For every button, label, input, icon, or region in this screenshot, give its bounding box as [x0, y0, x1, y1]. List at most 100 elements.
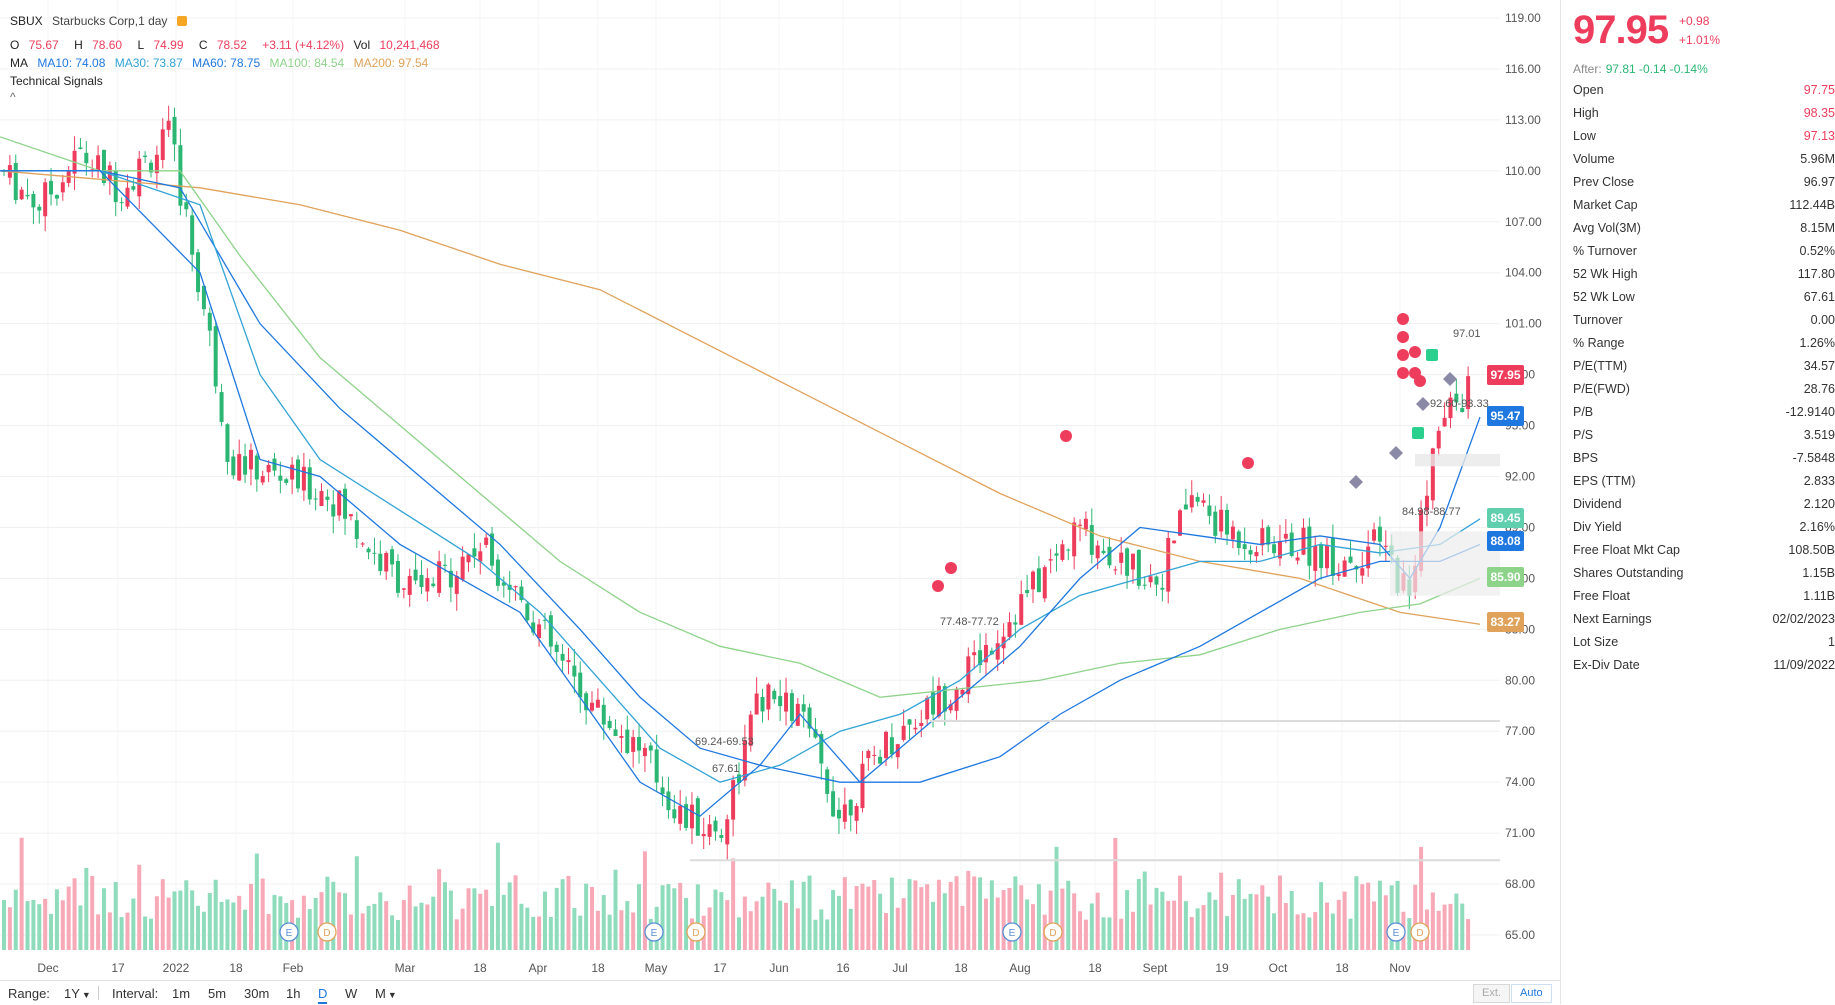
volume-bar — [983, 898, 988, 950]
interval-m-label[interactable]: M — [375, 986, 386, 1001]
candle-body — [1095, 545, 1100, 559]
volume-bar — [390, 915, 395, 950]
x-tick-label: Dec — [37, 961, 58, 975]
volume-bar — [872, 879, 877, 950]
volume-bar — [78, 905, 83, 950]
candle-body — [395, 560, 400, 593]
volume-bar — [1301, 913, 1306, 950]
candle-body — [1066, 549, 1071, 551]
volume-bar — [213, 879, 218, 950]
interval-d[interactable]: D — [318, 986, 328, 1004]
volume-bar — [1136, 878, 1141, 950]
candle-body — [207, 312, 212, 331]
candle-body — [1442, 417, 1447, 427]
candle-body — [1036, 568, 1041, 593]
volume-bar — [307, 909, 312, 950]
candle-body — [707, 824, 712, 837]
volume-bar — [619, 910, 624, 950]
candle-body — [231, 456, 236, 476]
candle-body — [25, 194, 30, 197]
candle-body — [1436, 430, 1441, 449]
ma-label: MA — [10, 56, 28, 70]
candle-body — [1383, 545, 1388, 547]
volume-bar — [1183, 901, 1188, 950]
y-tick-label: 113.00 — [1505, 113, 1541, 127]
candle-body — [172, 116, 177, 145]
interval-m[interactable]: M ▼ — [375, 986, 397, 1001]
after-value: 97.81 -0.14 -0.14% — [1605, 62, 1708, 76]
y-tick-label: 116.00 — [1505, 62, 1541, 76]
volume-bar — [919, 887, 924, 950]
candle-body — [1107, 546, 1112, 566]
range-value[interactable]: 1Y — [64, 986, 80, 1001]
volume-bar — [466, 888, 471, 950]
volume-bar — [1260, 885, 1265, 950]
last-price: 97.95 — [1573, 8, 1669, 52]
candle-body — [1424, 495, 1429, 511]
earnings-marker-label: E — [1009, 928, 1016, 939]
interval-5m[interactable]: 5m — [208, 986, 227, 1001]
volume-bar — [319, 892, 324, 950]
interval-30m[interactable]: 30m — [244, 986, 270, 1001]
volume-bar — [772, 888, 777, 950]
volume-bar — [43, 898, 48, 950]
candle-body — [1113, 569, 1118, 571]
candle-body — [672, 809, 677, 819]
volume-bar — [1248, 893, 1253, 950]
volume-bar — [542, 891, 547, 950]
volume-bar — [601, 895, 606, 950]
candle-body — [1283, 533, 1288, 539]
volume-bar — [731, 858, 736, 950]
y-tick-label: 101.00 — [1505, 317, 1542, 331]
stat-label: Free Float Mkt Cap — [1573, 543, 1680, 557]
candle-body — [37, 206, 42, 211]
volume-bar — [178, 890, 183, 950]
volume-bar — [490, 905, 495, 950]
candle-body — [925, 697, 930, 720]
chart-area[interactable]: 119.00 116.00 113.00 110.00 107.00 104.00 101.… — [0, 0, 1560, 1004]
stat-label: Volume — [1573, 152, 1615, 166]
stat-label: Market Cap — [1573, 198, 1638, 212]
volume-bar — [1230, 894, 1235, 950]
candle-body — [519, 586, 524, 601]
volume-bar — [25, 901, 30, 950]
interval-1h[interactable]: 1h — [286, 986, 301, 1001]
technical-signals-toggle[interactable]: Technical Signals — [10, 74, 109, 88]
range-label: Range: — [8, 986, 50, 1001]
candle-body — [666, 791, 671, 811]
volume-bar — [531, 916, 536, 950]
candle-body — [642, 747, 647, 757]
technical-signals-label[interactable]: Technical Signals — [10, 74, 103, 88]
volume-bar — [507, 882, 512, 950]
volume-bar — [966, 870, 971, 950]
candle-body — [296, 459, 300, 489]
collapse-caret[interactable]: ^ — [10, 90, 16, 104]
info-icon[interactable] — [176, 16, 187, 26]
collapse-caret-icon[interactable]: ^ — [10, 90, 22, 104]
candle-body — [1154, 576, 1159, 585]
candle-body — [860, 763, 865, 809]
interval-1m[interactable]: 1m — [172, 986, 191, 1001]
signal-dot — [1409, 346, 1421, 358]
ext-toggle[interactable]: Ext. — [1473, 984, 1510, 1003]
annotation-label: 92.60-93.33 — [1430, 398, 1489, 410]
volume-bar — [266, 914, 271, 950]
candle-body — [448, 570, 453, 588]
price-tag-label: 89.45 — [1490, 511, 1520, 525]
candle-body — [313, 498, 318, 500]
volume-bar — [1466, 919, 1471, 950]
interval-w[interactable]: W — [345, 986, 358, 1001]
candle-body — [619, 736, 624, 738]
range-select[interactable]: 1Y ▼ — [64, 986, 91, 1001]
stat-row: 52 Wk Low 67.61 — [1573, 290, 1835, 308]
candle-body — [1142, 584, 1147, 586]
auto-toggle[interactable]: Auto — [1511, 984, 1552, 1003]
symbol: SBUX — [10, 14, 43, 28]
volume-bar — [437, 869, 442, 950]
stat-label: BPS — [1573, 451, 1599, 465]
close-value: 78.52 — [216, 38, 247, 52]
candle-body — [196, 252, 201, 293]
volume-bar — [1389, 885, 1394, 950]
price-chart[interactable]: 119.00 116.00 113.00 110.00 107.00 104.00 101.… — [0, 0, 1560, 980]
volume-bar — [125, 912, 130, 950]
